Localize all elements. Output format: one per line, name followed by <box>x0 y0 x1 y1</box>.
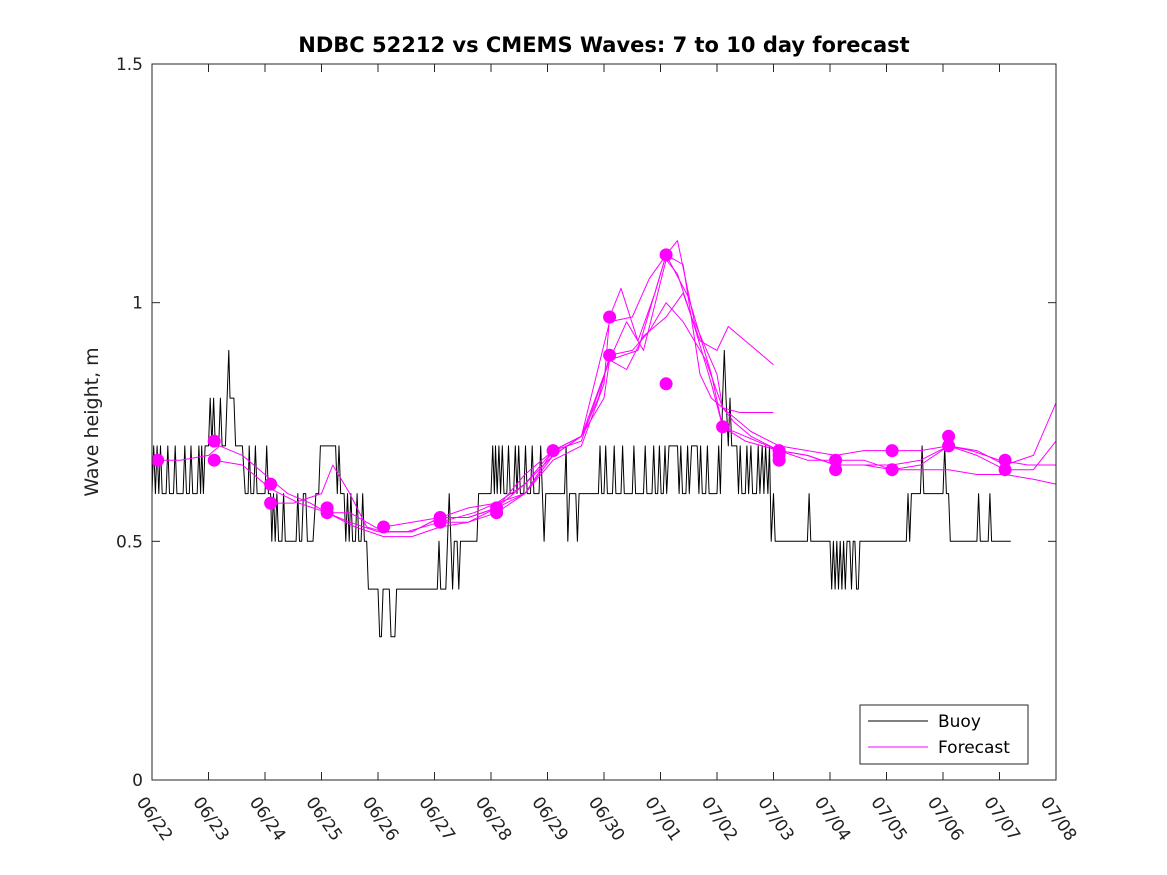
forecast-marker-7 <box>377 520 391 534</box>
legend-box <box>859 704 1029 765</box>
forecast-marker-22 <box>829 463 843 477</box>
forecast-marker-11 <box>490 506 504 520</box>
y-tick-label: 0.5 <box>116 532 143 552</box>
forecast-marker-3 <box>264 477 278 491</box>
forecast-marker-23 <box>885 444 899 458</box>
forecast-marker-17 <box>716 420 730 434</box>
chart-title: NDBC 52212 vs CMEMS Waves: 7 to 10 day f… <box>298 33 909 57</box>
forecast-marker-20 <box>772 453 786 467</box>
legend: Buoy Forecast <box>859 704 1029 765</box>
forecast-marker-25 <box>942 429 956 443</box>
forecast-marker-15 <box>659 248 673 262</box>
forecast-marker-24 <box>885 463 899 477</box>
plot-area <box>152 240 1056 638</box>
y-tick-label: 1.5 <box>116 55 143 75</box>
forecast-marker-28 <box>998 463 1012 477</box>
forecast-marker-4 <box>264 496 278 510</box>
forecast-marker-13 <box>603 310 617 324</box>
forecast-series-line-4 <box>327 259 1056 533</box>
forecast-marker-1 <box>207 434 221 448</box>
forecast-marker-6 <box>320 506 334 520</box>
y-axis-label: Wave height, m <box>81 347 103 496</box>
y-tick-label: 0 <box>132 771 143 791</box>
forecast-series-line-5 <box>383 254 774 528</box>
legend-label-buoy: Buoy <box>938 712 981 732</box>
forecast-marker-26 <box>942 439 956 453</box>
forecast-marker-16 <box>659 377 673 391</box>
forecast-marker-12 <box>546 444 560 458</box>
forecast-marker-21 <box>829 453 843 467</box>
y-tick-label: 1 <box>132 294 143 314</box>
buoy-series-line <box>152 349 1011 638</box>
legend-label-forecast: Forecast <box>938 738 1010 758</box>
forecast-marker-27 <box>998 453 1012 467</box>
forecast-marker-0 <box>152 453 165 467</box>
forecast-marker-2 <box>207 453 221 467</box>
forecast-marker-9 <box>433 515 447 529</box>
forecast-marker-14 <box>603 348 617 362</box>
